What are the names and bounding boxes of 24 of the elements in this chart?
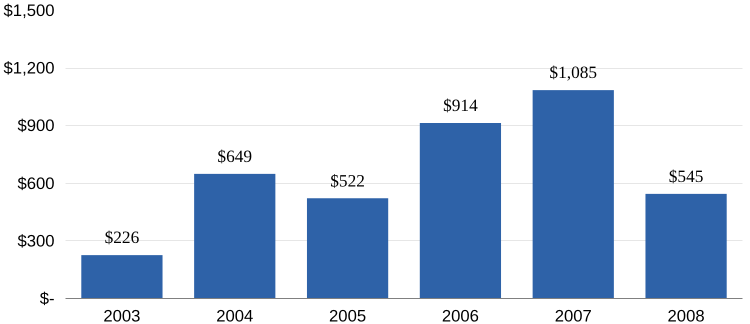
data-label: $545 [668,166,704,186]
y-tick-label: $900 [17,116,55,136]
bar [532,90,614,298]
y-tick-label: $600 [17,174,55,193]
y-tick-label: $300 [17,231,55,250]
bar [645,194,727,298]
y-tick-label: $- [40,289,54,308]
bar [306,198,388,298]
data-label: $914 [443,96,478,116]
data-label: $226 [104,228,140,248]
y-tick-label: $1,200 [4,58,55,78]
x-tick-label: 2005 [329,306,366,324]
data-label: $522 [330,171,365,190]
bar [194,174,276,298]
x-tick-label: 2007 [554,306,592,324]
x-tick-label: 2006 [442,306,479,324]
bar [420,123,502,298]
x-tick-label: 2008 [668,306,705,324]
data-label: $1,085 [549,63,598,82]
x-tick-label: 2004 [216,306,254,324]
bar [81,255,163,298]
x-tick-label: 2003 [103,306,140,324]
y-tick-label: $1,500 [4,1,55,20]
data-label: $649 [217,146,252,166]
